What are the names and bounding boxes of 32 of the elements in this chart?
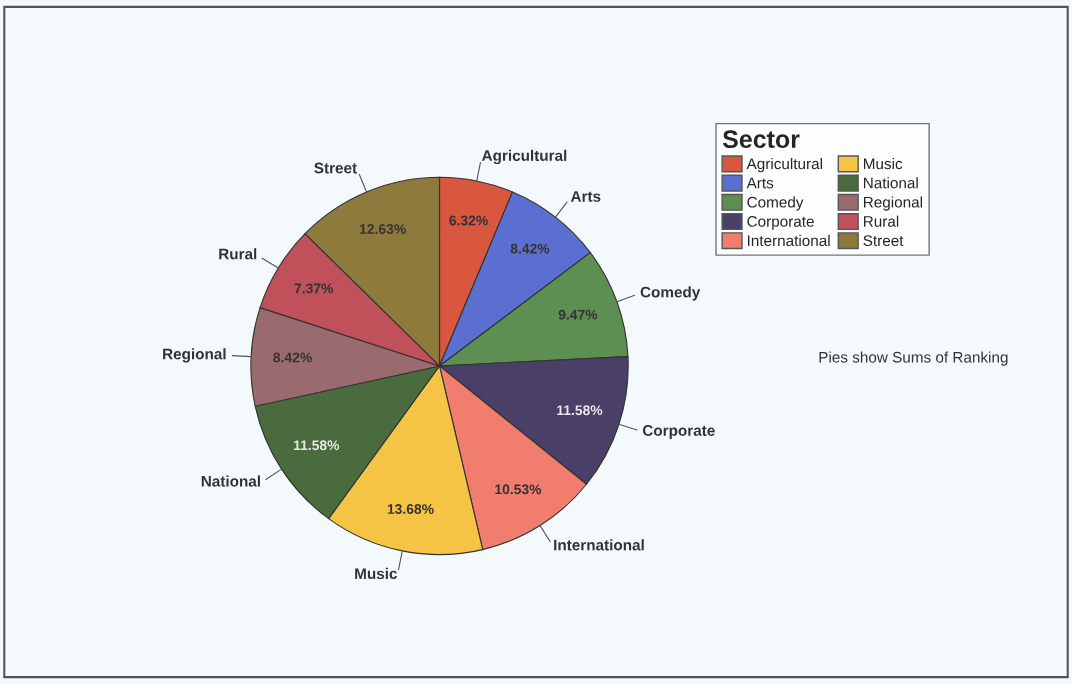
legend-label: National [863, 177, 918, 189]
slice-label: Comedy [640, 286, 701, 301]
data-label: 6.32% [449, 215, 488, 226]
slice-label: Street [314, 162, 357, 174]
legend-label: Arts [746, 177, 774, 189]
slice-label: Rural [219, 248, 257, 260]
legend-label: Corporate [747, 216, 814, 230]
data-label: 7.37% [294, 283, 334, 294]
slice-label: Music [355, 567, 398, 580]
legend-label: Music [863, 157, 903, 170]
legend-label: Street [863, 235, 904, 247]
text: Pies show Sums of Ranking [819, 351, 1008, 366]
data-label: 9.47% [558, 309, 598, 320]
legend-label: Rural [863, 215, 899, 227]
data-label: 11.58% [557, 405, 603, 416]
data-label: 12.63% [359, 224, 406, 234]
legend-label: International [747, 234, 830, 247]
data-label: 10.53% [495, 484, 542, 495]
data-label: 8.42% [273, 352, 312, 363]
legend-label: Comedy [747, 196, 804, 211]
data-label: 13.68% [387, 504, 434, 514]
legend-title: Sector [722, 130, 800, 149]
data-label: 11.58% [294, 440, 340, 451]
slice-label: National [201, 475, 260, 487]
legend-label: Agricultural [746, 157, 822, 173]
slice-label: Corporate [642, 425, 715, 439]
slice-label: Agricultural [481, 149, 567, 165]
data-label: 8.42% [510, 243, 550, 254]
slice-label: Arts [570, 191, 601, 202]
slice-label: Regional [163, 348, 226, 363]
legend-label: Regional [863, 196, 923, 211]
slice-label: International [554, 539, 644, 551]
